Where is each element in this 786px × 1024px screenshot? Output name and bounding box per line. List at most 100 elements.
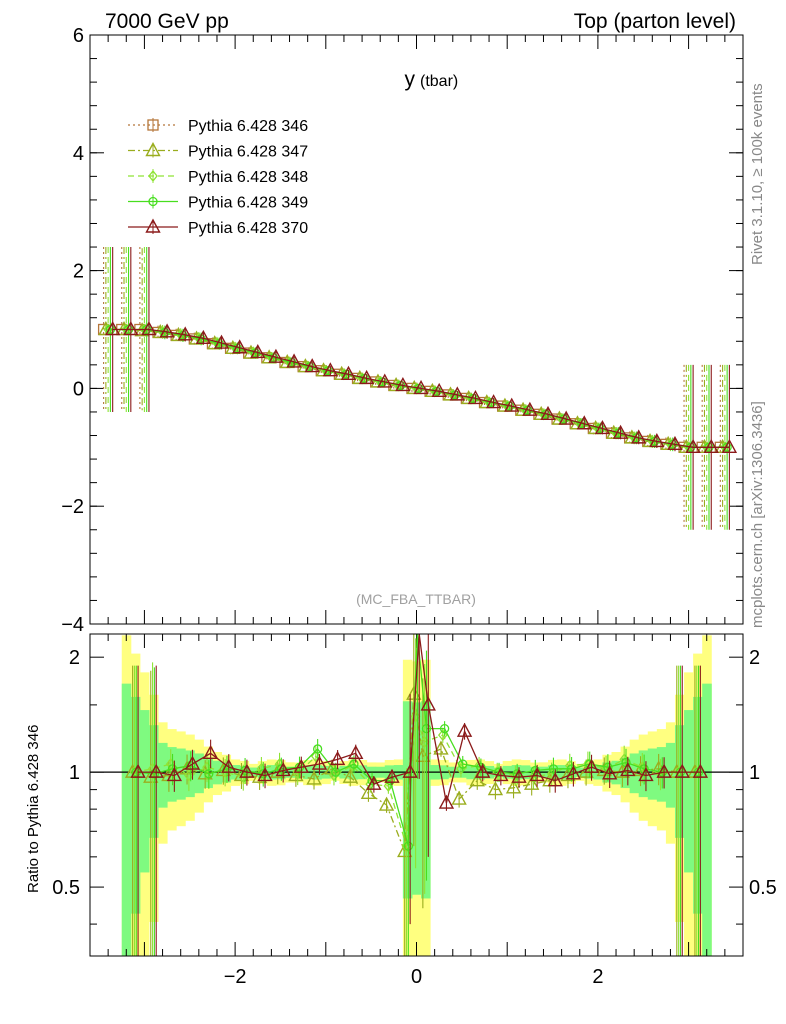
legend-marker — [148, 196, 158, 207]
ratio-point — [275, 762, 291, 777]
ratio-band-segment — [158, 742, 168, 808]
header-left-label: 7000 GeV pp — [105, 10, 229, 33]
legend-marker — [145, 218, 161, 233]
ratio-point — [329, 769, 339, 782]
main-point — [558, 410, 574, 425]
ratio-point — [366, 775, 382, 790]
main-point — [358, 369, 375, 385]
main-point — [195, 329, 212, 345]
ratio-point — [530, 765, 540, 776]
legend-entry-3: Pythia 6.428 348 — [128, 169, 308, 186]
ratio-ytick-label: 2 — [69, 647, 80, 669]
ratio-point — [184, 769, 194, 782]
ratio-xtick-label: 2 — [592, 966, 603, 988]
main-point — [141, 321, 157, 336]
ratio-point — [410, 710, 421, 723]
ratio-point — [674, 763, 690, 778]
main-point — [395, 376, 411, 392]
ratio-panel: 0.5 0.5 1 1 2 2 −2 0 2 — [52, 633, 777, 988]
legend-entry-1: Pythia 6.428 346 — [128, 118, 308, 135]
ratio-point — [349, 759, 359, 769]
ratio-point — [421, 723, 432, 734]
ratio-point — [329, 750, 346, 766]
main-point — [594, 419, 611, 435]
ratio-point — [184, 755, 201, 770]
mcplots-label: mcplots.cern.ch [arXiv:1306.3436] — [749, 401, 766, 628]
ratio-point — [384, 768, 400, 783]
header-right-label: Top (parton level) — [574, 10, 736, 33]
legend-marker — [145, 142, 161, 157]
ratio-point — [239, 763, 255, 778]
main-series-line — [103, 328, 721, 448]
ratio-point — [257, 767, 273, 782]
main-point — [721, 438, 738, 453]
ratio-series-group — [124, 633, 709, 956]
ratio-point — [620, 762, 636, 777]
legend-entry-4: Pythia 6.428 349 — [128, 194, 308, 212]
main-point — [540, 405, 556, 421]
ratio-point — [148, 763, 164, 778]
ratio-point — [310, 750, 321, 763]
main-point — [576, 415, 592, 430]
ratio-ytick-label: 1 — [69, 762, 80, 784]
main-ytick-label: 2 — [73, 261, 84, 283]
main-point — [159, 323, 175, 338]
main-point — [213, 334, 230, 349]
ratio-point — [348, 744, 364, 760]
main-point — [377, 373, 393, 388]
main-frame — [89, 34, 744, 625]
main-point — [631, 429, 647, 444]
ratio-band-segment — [702, 683, 712, 956]
ratio-ytick-label-right: 1 — [749, 762, 760, 784]
ratio-band-segment — [139, 710, 150, 873]
main-axes: −4 −2 0 2 4 6 — [61, 25, 743, 636]
main-point — [685, 438, 701, 453]
ratio-ytick-label-right: 0.5 — [749, 877, 777, 899]
ratio-ytick-label-right: 2 — [749, 647, 760, 669]
ratio-point — [130, 763, 146, 778]
ratio-point — [401, 840, 412, 853]
main-point — [431, 382, 447, 398]
main-point — [322, 362, 339, 377]
ratio-point — [439, 723, 450, 734]
ratio-band-segment — [684, 710, 694, 873]
main-ytick-label: 0 — [73, 378, 84, 400]
legend-label: Pythia 6.428 346 — [188, 118, 308, 135]
ratio-point — [433, 740, 449, 755]
main-series-5 — [104, 247, 738, 530]
main-point — [504, 397, 520, 412]
main-point — [612, 424, 629, 439]
main-point — [449, 386, 465, 401]
ratio-point — [456, 762, 466, 775]
ratio-point — [166, 767, 183, 782]
main-series-group — [97, 247, 738, 530]
ratio-point — [202, 744, 219, 760]
main-point — [268, 348, 284, 363]
ratio-point — [565, 765, 582, 780]
ratio-point — [311, 755, 328, 770]
main-point — [649, 432, 665, 448]
ratio-ylabel: Ratio to Pythia 6.428 346 — [25, 725, 42, 893]
ratio-point — [487, 781, 504, 796]
ratio-band-segment — [421, 701, 431, 899]
legend-label: Pythia 6.428 348 — [188, 169, 308, 186]
main-point — [485, 394, 502, 409]
plot-title-sub: (tbar) — [420, 73, 458, 90]
ratio-point — [403, 841, 413, 851]
ratio-point — [360, 784, 377, 800]
ratio-band-segment — [411, 702, 422, 895]
main-point — [286, 353, 302, 368]
ratio-point — [493, 767, 509, 782]
ratio-point — [438, 794, 455, 809]
main-ytick-label: −4 — [61, 614, 84, 636]
ratio-point — [476, 762, 486, 772]
ratio-band-segment — [402, 701, 413, 899]
watermark-label: (MC_FBA_TTBAR) — [356, 591, 476, 607]
ratio-point — [312, 744, 323, 754]
ratio-series-4 — [130, 633, 709, 956]
ratio-bands — [121, 635, 712, 956]
ratio-band-segment — [693, 696, 703, 914]
ratio-point — [469, 772, 485, 787]
ratio-point — [505, 779, 522, 794]
